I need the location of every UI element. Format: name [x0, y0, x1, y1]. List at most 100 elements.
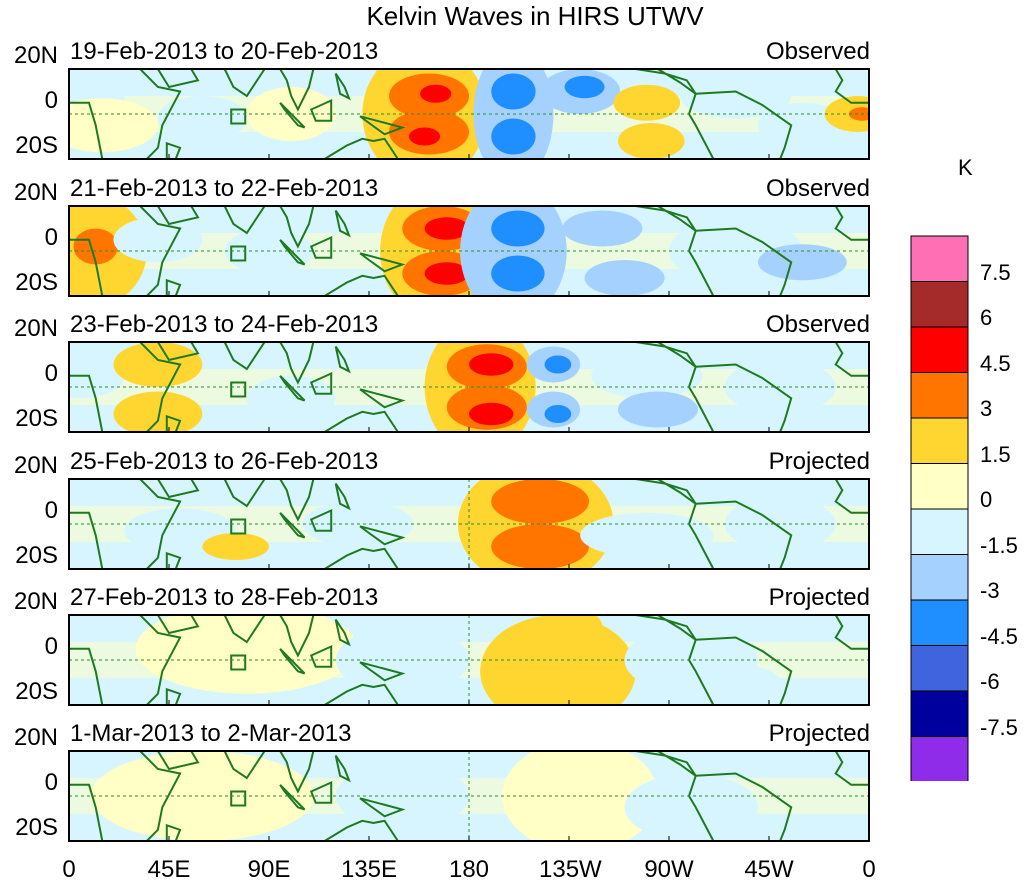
anomaly-contour [849, 107, 870, 121]
anomaly-contour [68, 98, 158, 153]
anomaly-contour [680, 73, 792, 119]
anomaly-contour [491, 73, 536, 110]
colorbar-segment [910, 508, 969, 555]
coastline [687, 636, 793, 706]
anomaly-contour [524, 539, 569, 563]
colorbar-tick-label: 7.5 [980, 259, 1011, 285]
lon-label: 135E [340, 856, 398, 883]
panel-status: Observed [765, 175, 870, 202]
anomaly-contour [202, 533, 269, 560]
lon-label: 45E [147, 856, 191, 883]
lat-label: 20S [15, 405, 58, 432]
colorbar-unit: K [958, 155, 973, 180]
coastline [279, 375, 306, 402]
anomaly-contour [544, 355, 572, 374]
lat-label: 20N [13, 588, 58, 615]
anomaly-contour [420, 84, 452, 103]
coastline [359, 388, 406, 409]
panel-date-range: 21-Feb-2013 to 22-Feb-2013 [70, 175, 379, 202]
map-panel: 19-Feb-2013 to 20-Feb-2013 Observed 20N 0 20… [0, 0, 880, 160]
colorbar-tick-label: 1.5 [980, 441, 1011, 467]
colorbar-tick-label: -3 [980, 578, 1000, 603]
coastline [687, 500, 793, 570]
lon-label: 180 [448, 856, 490, 883]
coastline [309, 371, 333, 395]
anomaly-contour [562, 210, 643, 247]
colorbar-segment [910, 235, 969, 282]
coastline [359, 525, 406, 546]
map-plot [68, 68, 870, 160]
colorbar-tick-label: 6 [980, 305, 993, 330]
anomaly-contour [613, 84, 681, 121]
lat-label: 0 [44, 497, 58, 524]
lon-label: 90E [247, 856, 291, 883]
lat-label: 20S [15, 132, 58, 159]
panel-status: Observed [765, 38, 870, 65]
colorbar-tick-label: 3 [980, 396, 993, 421]
colorbar-tick-label: -4.5 [980, 623, 1018, 649]
anomaly-contour [491, 479, 589, 524]
figure-title: Kelvin Waves in HIRS UTWV [366, 1, 704, 31]
anomaly-contour [824, 96, 870, 132]
panel-date-range: 27-Feb-2013 to 28-Feb-2013 [70, 584, 379, 611]
coastline [359, 661, 406, 682]
anomaly-contour [113, 342, 203, 387]
reference-box [230, 245, 247, 262]
lat-label: 0 [44, 87, 58, 114]
anomaly-contour [491, 210, 545, 247]
anomaly-contour [157, 96, 247, 141]
lat-label: 20N [13, 315, 58, 342]
coastline [279, 648, 306, 675]
lat-label: 20S [15, 269, 58, 296]
colorbar-segment [910, 372, 969, 419]
anomaly-contour [624, 773, 758, 841]
anomaly-contour [535, 614, 603, 645]
coastline [687, 90, 793, 160]
panel-status: Projected [768, 584, 870, 611]
colorbar-segment [910, 690, 969, 737]
colorbar-segment [910, 326, 969, 373]
coastline [687, 227, 793, 297]
anomaly-contour [491, 255, 545, 292]
lon-label: 0 [862, 856, 876, 883]
anomaly-contour [617, 391, 698, 428]
lat-label: 0 [44, 769, 58, 796]
coastline [334, 345, 351, 374]
map-plot [68, 341, 870, 433]
lat-label: 0 [44, 360, 58, 387]
anomaly-contour [535, 675, 603, 706]
colorbar-tick-label: -7.5 [980, 714, 1018, 740]
coastline [359, 252, 406, 273]
map-plot [68, 614, 870, 706]
lat-label: 20N [13, 179, 58, 206]
reference-box [230, 108, 247, 125]
lat-label: 20S [15, 542, 58, 569]
coastline [334, 482, 351, 511]
lon-label: 135W [539, 856, 602, 883]
anomaly-contour [491, 118, 536, 155]
coastline [334, 754, 351, 783]
panel-status: Projected [768, 720, 870, 747]
anomaly-contour [469, 402, 514, 426]
anomaly-contour [335, 626, 469, 694]
coastline [334, 72, 351, 101]
anomaly-contour [591, 353, 703, 399]
anomaly-contour [544, 405, 572, 423]
reference-box [230, 790, 247, 807]
anomaly-contour [335, 762, 469, 830]
coastline [309, 98, 333, 122]
reference-box [230, 381, 247, 398]
coastline [309, 235, 333, 259]
lat-label: 20N [13, 452, 58, 479]
colorbar-segment [910, 599, 969, 646]
lat-label: 20N [13, 42, 58, 69]
lat-label: 0 [44, 224, 58, 251]
panel-status: Observed [765, 311, 870, 338]
map-panel: 23-Feb-2013 to 24-Feb-2013 Observed 20N 0 20… [0, 273, 880, 433]
lat-label: 20N [13, 724, 58, 751]
colorbar-tick-label: 0 [980, 487, 993, 512]
coastline [687, 363, 793, 433]
lat-label: 0 [44, 633, 58, 660]
colorbar-segment [910, 554, 969, 601]
map-panel: 25-Feb-2013 to 26-Feb-2013 Projected 20N 0 2… [0, 410, 880, 570]
